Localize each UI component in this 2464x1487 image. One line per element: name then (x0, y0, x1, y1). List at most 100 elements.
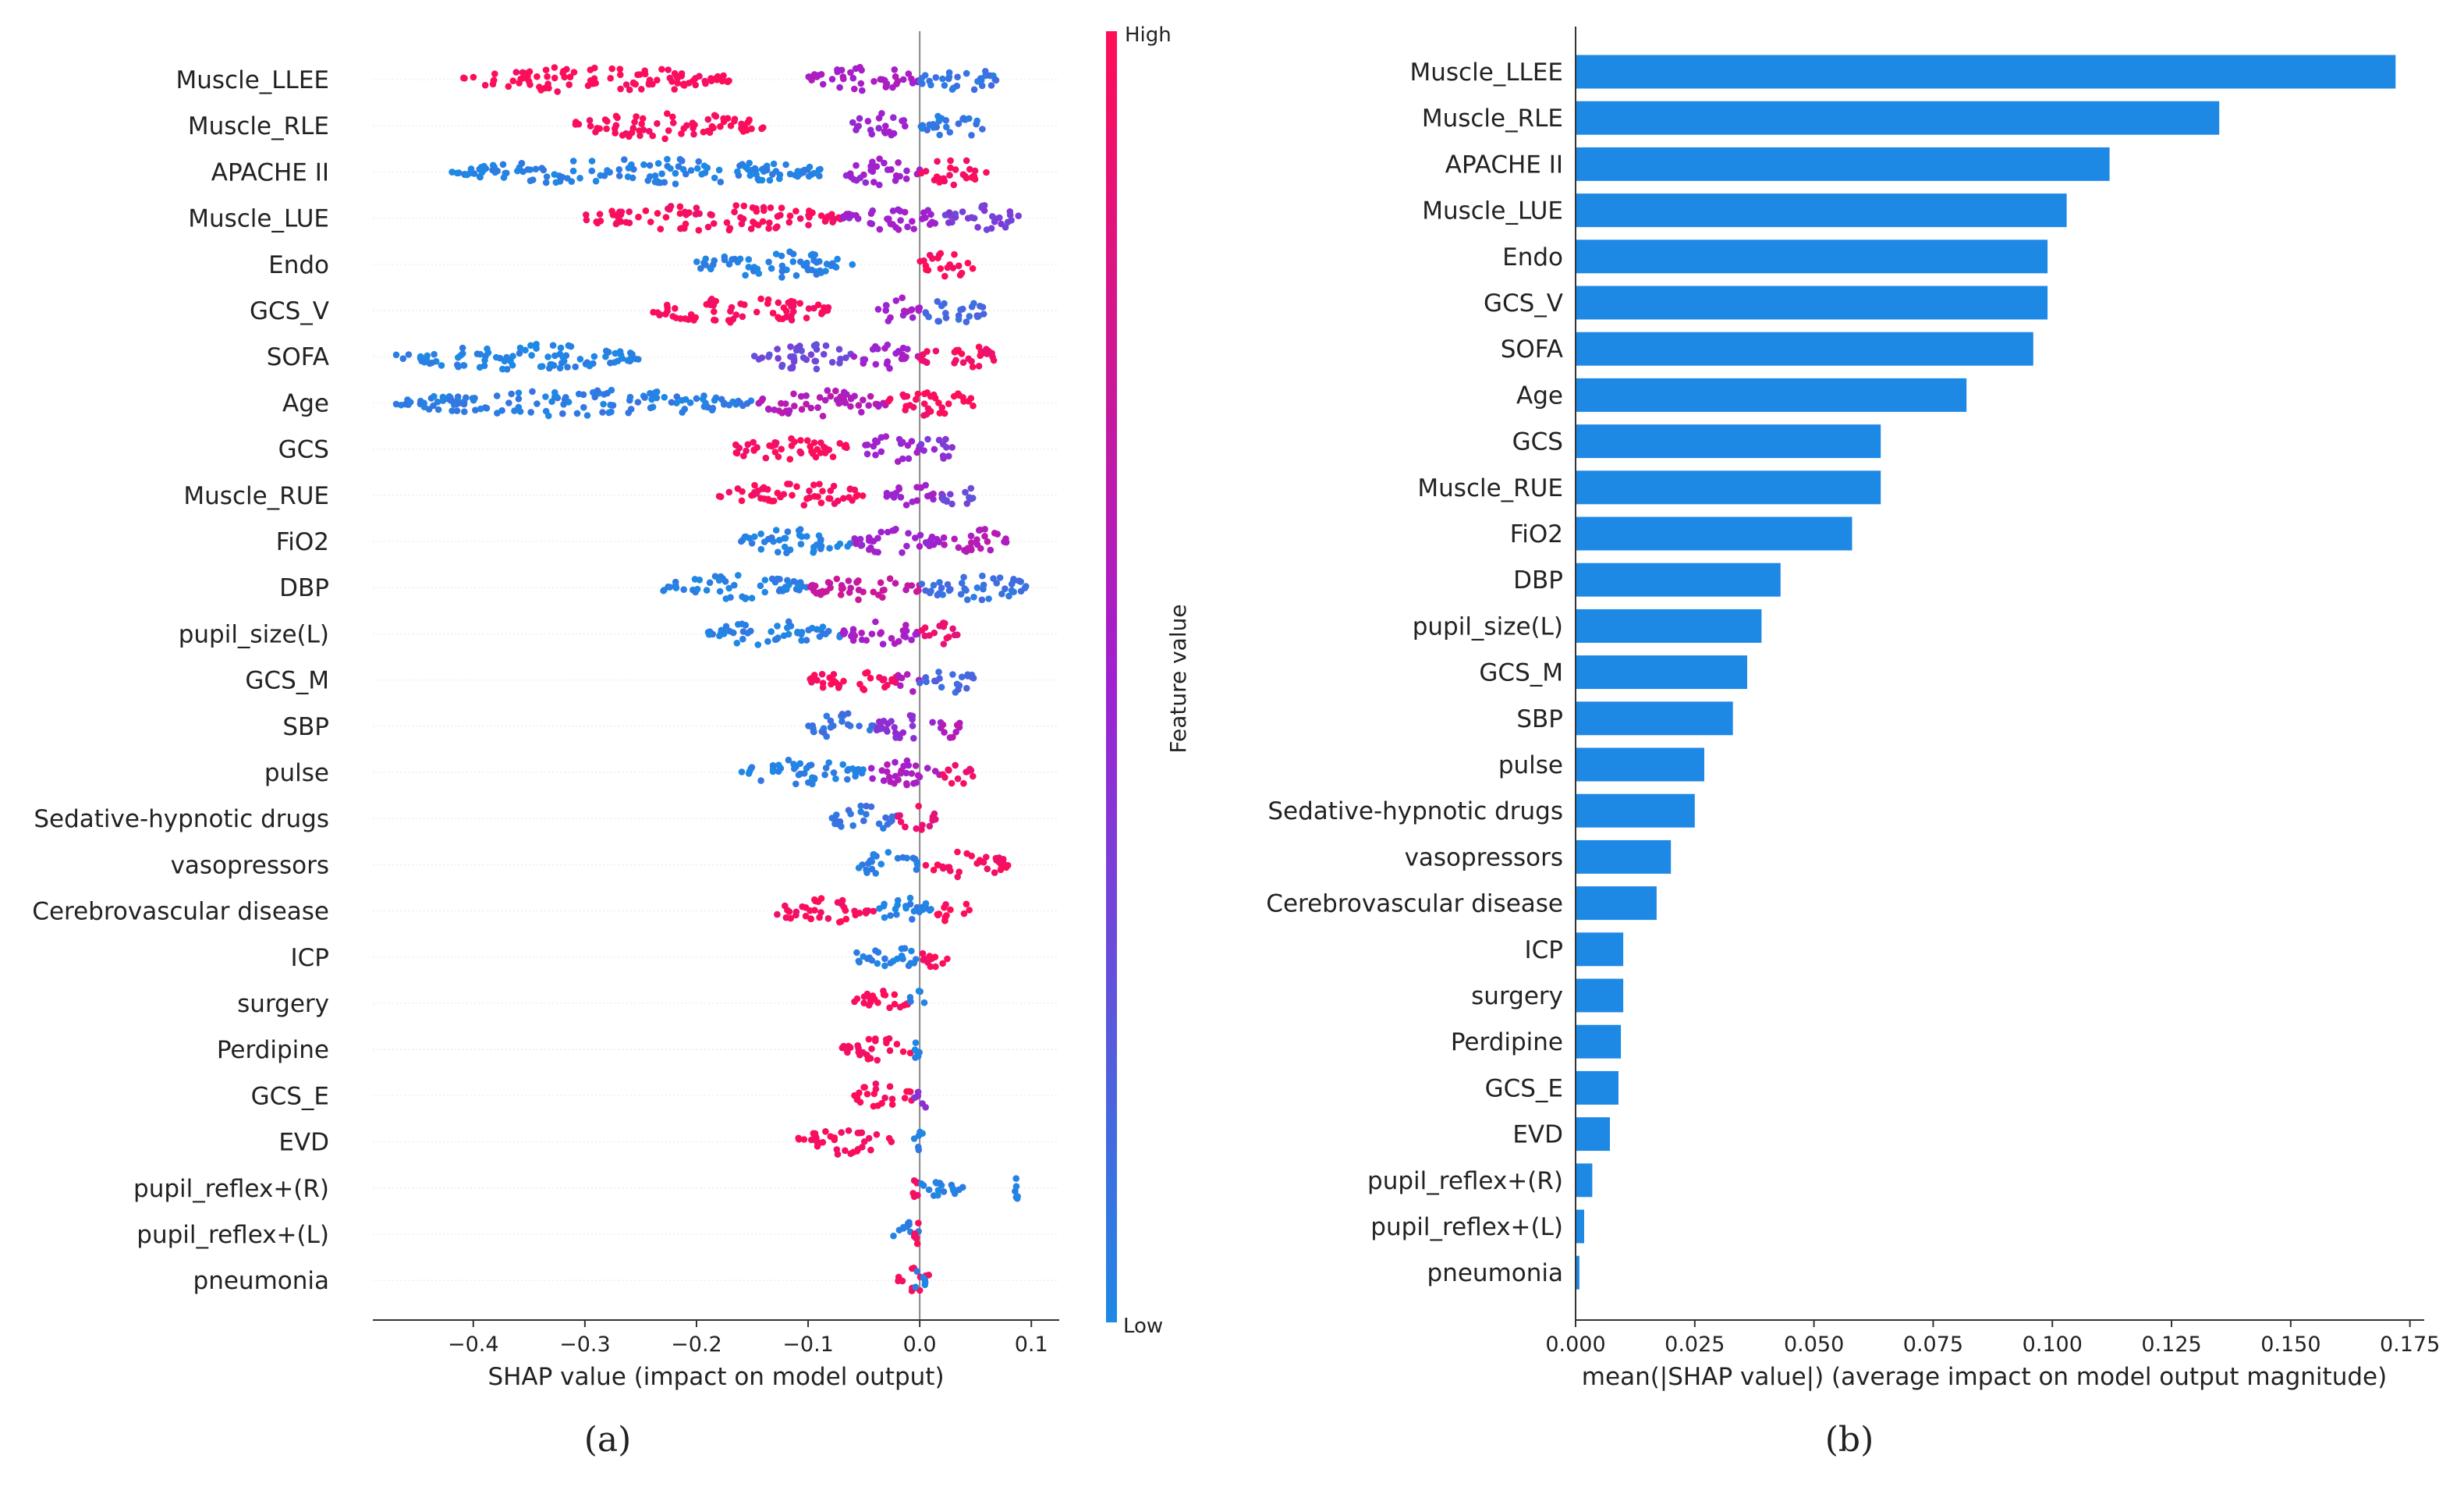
beeswarm-point (572, 363, 579, 371)
beeswarm-point (952, 166, 959, 173)
feature-label: Muscle_RLE (188, 112, 329, 140)
beeswarm-point (552, 393, 560, 400)
beeswarm-point (894, 731, 902, 738)
beeswarm-point (960, 910, 968, 917)
beeswarm-point (826, 545, 833, 552)
beeswarm-point (913, 779, 920, 786)
beeswarm-point (735, 572, 742, 579)
beeswarm-point (612, 122, 620, 129)
feature-label: SOFA (1501, 335, 1563, 364)
beeswarm-point (934, 1187, 942, 1194)
beeswarm-point (987, 225, 995, 232)
beeswarm-point (876, 155, 883, 162)
beeswarm-point (534, 400, 541, 407)
beeswarm-point (857, 80, 865, 87)
beeswarm-point (707, 265, 714, 273)
beeswarm-point (854, 123, 861, 130)
bar (1576, 1117, 1610, 1152)
beeswarm-point (945, 452, 952, 460)
beeswarm-point (846, 170, 854, 177)
beeswarm-point (840, 677, 847, 685)
beeswarm-point (473, 350, 481, 357)
beeswarm-point (833, 1146, 841, 1153)
beeswarm-point (876, 225, 884, 233)
feature-label: GCS_M (245, 667, 329, 695)
beeswarm-point (953, 722, 961, 729)
beeswarm-point (778, 274, 785, 281)
beeswarm-point (796, 300, 803, 307)
beeswarm-point (968, 132, 975, 139)
beeswarm-point (657, 179, 664, 186)
beeswarm-point (693, 585, 701, 593)
beeswarm-point (963, 587, 970, 594)
beeswarm-point (904, 582, 911, 589)
beeswarm-point (816, 481, 823, 488)
beeswarm-point (747, 627, 754, 635)
beeswarm-point (802, 904, 810, 911)
beeswarm-point (862, 179, 870, 186)
beeswarm-point (967, 545, 975, 552)
beeswarm-point (805, 305, 813, 312)
beeswarm-point (743, 447, 750, 455)
beeswarm-point (800, 502, 808, 509)
beeswarm-point (658, 170, 665, 177)
beeswarm-point (941, 619, 948, 627)
beeswarm-point (888, 1095, 896, 1102)
beeswarm-point (873, 1130, 881, 1138)
beeswarm-point (920, 447, 927, 454)
feature-label: pneumonia (193, 1267, 329, 1295)
beeswarm-point (828, 76, 836, 83)
beeswarm-point (774, 623, 781, 630)
beeswarm-point (863, 811, 870, 818)
beeswarm-point (785, 756, 792, 764)
beeswarm-point (915, 307, 923, 314)
beeswarm-point (856, 174, 864, 182)
feature-points (460, 63, 1000, 95)
beeswarm-point (860, 766, 867, 773)
beeswarm-point (978, 596, 986, 604)
beeswarm-point (912, 534, 919, 541)
beeswarm-point (854, 1129, 862, 1137)
feature-label: pupil_reflex+(R) (1367, 1167, 1563, 1195)
beeswarm-point (894, 854, 902, 862)
beeswarm-point (745, 256, 753, 263)
beeswarm-point (559, 353, 566, 361)
beeswarm-point (862, 442, 869, 449)
beeswarm-point (957, 591, 965, 598)
beeswarm-point (963, 157, 970, 165)
beeswarm-point (638, 120, 645, 128)
beeswarm-point (874, 960, 881, 967)
beeswarm-point (711, 174, 718, 182)
beeswarm-point (847, 811, 854, 818)
beeswarm-point (764, 300, 771, 307)
beeswarm-point (864, 1056, 872, 1063)
beeswarm-point (720, 118, 728, 126)
beeswarm-point (692, 211, 700, 218)
beeswarm-point (697, 264, 704, 272)
beeswarm-point (926, 822, 934, 830)
beeswarm-point (970, 674, 977, 682)
beeswarm-point (808, 266, 816, 274)
beeswarm-point (996, 214, 1003, 222)
beeswarm-point (641, 394, 648, 401)
beeswarm-point (766, 219, 773, 226)
beeswarm-point (772, 225, 779, 232)
beeswarm-point (910, 907, 918, 915)
beeswarm-point (908, 947, 915, 955)
beeswarm-point (813, 271, 821, 279)
beeswarm-point (405, 351, 413, 358)
beeswarm-point (663, 301, 671, 309)
beeswarm-point (842, 354, 849, 361)
beeswarm-point (753, 308, 760, 316)
beeswarm-point (906, 1088, 913, 1095)
beeswarm-point (991, 530, 998, 537)
beeswarm-point (867, 210, 875, 218)
beeswarm-point (975, 343, 983, 351)
feature-label: surgery (237, 990, 329, 1018)
beeswarm-point (819, 623, 827, 630)
beeswarm-point (909, 403, 917, 411)
beeswarm-point (940, 1188, 948, 1195)
beeswarm-point (853, 1148, 861, 1155)
beeswarm-point (954, 631, 961, 638)
beeswarm-point (713, 76, 721, 83)
